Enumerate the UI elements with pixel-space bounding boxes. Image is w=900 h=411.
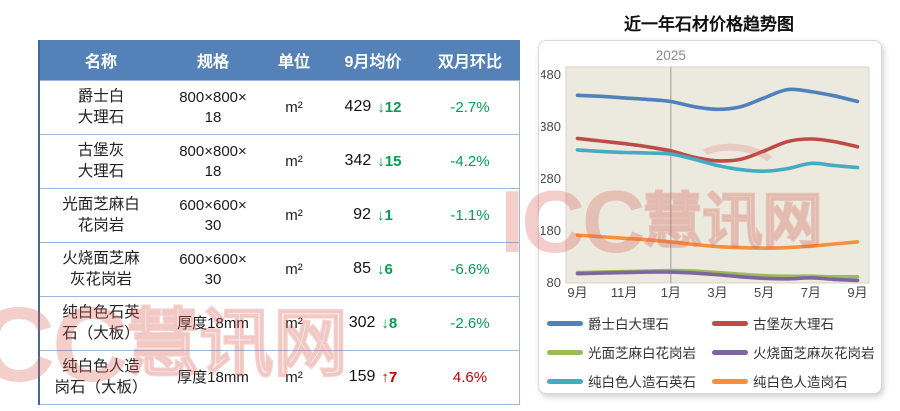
legend-line-marker-icon	[712, 349, 748, 355]
arrow-up-delta: ↑7	[381, 368, 398, 386]
price-value: 92	[353, 206, 371, 224]
arrow-down-delta: ↓6	[376, 260, 393, 278]
unit-cell: m²	[285, 314, 303, 332]
name-cell: 爵士白 大理石	[77, 88, 125, 126]
change-cell: -4.2%	[450, 152, 490, 170]
legend-label: 火烧面芝麻灰花岗岩	[753, 346, 875, 361]
arrow-down-delta: ↓8	[381, 314, 398, 332]
x-axis-tick: 5月	[754, 285, 774, 300]
table-row: 纯白色石英 石（大板） 厚度18mm m² 302 ↓8 -2.6%	[40, 296, 519, 350]
x-axis-tick: 3月	[707, 285, 727, 300]
name-cell: 纯白色石英 石（大板）	[62, 304, 140, 342]
table-row: 光面芝麻白 花岗岩 600×600× 30 m² 92 ↓1 -1.1%	[40, 188, 519, 242]
table-row: 纯白色人造 岗石（大板） 厚度18mm m² 159 ↑7 4.6%	[40, 350, 519, 404]
price-value: 159	[348, 368, 376, 386]
x-axis-tick: 9月	[567, 285, 587, 300]
header-price: 9月均价	[344, 54, 402, 71]
spec-cell: 厚度18mm	[177, 368, 249, 386]
name-cell: 火烧面芝麻 灰花岗岩	[62, 250, 140, 288]
price-cell: 85 ↓6	[324, 243, 422, 296]
change-cell: -6.6%	[450, 260, 490, 278]
series-line-纯白色人造石英石	[575, 148, 860, 174]
x-axis-tick: 11月	[611, 285, 638, 300]
table-header-row: 名称 规格 单位 9月均价 双月环比	[40, 40, 520, 80]
spec-cell: 800×800× 18	[179, 143, 247, 180]
legend-item[interactable]: 纯白色人造岗石	[712, 371, 877, 391]
legend-item[interactable]: 纯白色人造石英石	[547, 371, 712, 391]
legend-line-marker-icon	[547, 349, 583, 355]
unit-cell: m²	[285, 260, 303, 278]
price-cell: 429 ↓12	[324, 81, 422, 134]
legend-label: 纯白色人造岗石	[753, 375, 848, 390]
chart-panel: 2025 480 380 280 180 80 9月 11月 1月 3月 5月 7月 9月 爵士白大理石…	[538, 40, 882, 394]
price-cell: 92 ↓1	[324, 189, 422, 242]
name-cell: 古堡灰 大理石	[77, 142, 125, 180]
price-cell: 302 ↓8	[324, 297, 422, 350]
price-table: 名称 规格 单位 9月均价 双月环比 爵士白 大理石 800×800× 18 m² 4…	[38, 40, 520, 405]
change-cell: 4.6%	[452, 368, 488, 386]
spec-cell: 800×800× 18	[179, 89, 247, 126]
legend-label: 爵士白大理石	[588, 317, 669, 332]
series-line-爵士白大理石	[575, 87, 860, 112]
name-cell: 纯白色人造 岗石（大板）	[54, 358, 148, 396]
spec-cell: 600×600× 30	[179, 251, 247, 288]
legend-item[interactable]: 爵士白大理石	[547, 313, 712, 333]
series-line-纯白色人造岗石	[575, 233, 860, 250]
series-line-火烧面芝麻灰花岗岩	[575, 270, 860, 283]
x-axis-tick: 9月	[847, 285, 867, 300]
unit-cell: m²	[285, 206, 303, 224]
change-cell: -1.1%	[450, 206, 490, 224]
arrow-down-delta: ↓12	[377, 98, 402, 116]
legend-label: 光面芝麻白花岗岩	[588, 346, 696, 361]
price-value: 302	[348, 314, 376, 332]
plot-area	[565, 66, 870, 284]
series-line-古堡灰大理石	[575, 136, 860, 163]
header-change: 双月环比	[437, 54, 502, 71]
legend-line-marker-icon	[547, 378, 583, 384]
legend-line-marker-icon	[712, 320, 748, 326]
table-row: 火烧面芝麻 灰花岗岩 600×600× 30 m² 85 ↓6 -6.6%	[40, 242, 519, 296]
y-axis-tick: 280	[541, 171, 561, 186]
legend-label: 古堡灰大理石	[753, 317, 834, 332]
legend-label: 纯白色人造石英石	[588, 375, 696, 390]
y-axis-tick: 480	[541, 67, 561, 82]
header-unit: 单位	[277, 54, 310, 71]
table-row: 爵士白 大理石 800×800× 18 m² 429 ↓12 -2.7%	[40, 80, 519, 134]
legend-item[interactable]: 火烧面芝麻灰花岗岩	[712, 342, 877, 362]
table-body: 爵士白 大理石 800×800× 18 m² 429 ↓12 -2.7% 古堡灰 大理石 80…	[40, 80, 520, 405]
name-cell: 光面芝麻白 花岗岩	[62, 196, 140, 234]
table-row: 古堡灰 大理石 800×800× 18 m² 342 ↓15 -4.2%	[40, 134, 519, 188]
spec-cell: 厚度18mm	[177, 314, 249, 332]
y-axis-tick: 180	[541, 223, 561, 238]
change-cell: -2.6%	[450, 314, 490, 332]
spec-cell: 600×600× 30	[179, 197, 247, 234]
price-value: 429	[344, 98, 372, 116]
price-cell: 342 ↓15	[324, 135, 422, 188]
legend-item[interactable]: 古堡灰大理石	[712, 313, 877, 333]
legend-line-marker-icon	[547, 320, 583, 326]
y-axis-tick: 80	[547, 275, 561, 290]
arrow-down-delta: ↓15	[377, 152, 402, 170]
legend-item[interactable]: 光面芝麻白花岗岩	[547, 342, 712, 362]
x-axis-tick: 7月	[801, 285, 821, 300]
header-name: 名称	[84, 54, 117, 71]
x-axis-tick: 1月	[661, 285, 681, 300]
chart-legend: 爵士白大理石 古堡灰大理石光面芝麻白花岗岩 火烧面芝麻灰花岗岩纯白色人造石英石 纯白色…	[547, 313, 877, 391]
change-cell: -2.7%	[450, 98, 490, 116]
price-value: 85	[353, 260, 371, 278]
header-spec: 规格	[196, 54, 229, 71]
y-axis-tick: 380	[541, 119, 561, 134]
unit-cell: m²	[285, 152, 303, 170]
price-value: 342	[344, 152, 372, 170]
legend-line-marker-icon	[712, 378, 748, 384]
unit-cell: m²	[285, 98, 303, 116]
arrow-down-delta: ↓1	[376, 206, 393, 224]
unit-cell: m²	[285, 368, 303, 386]
price-cell: 159 ↑7	[324, 351, 422, 404]
chart-title: 近一年石材价格趋势图	[624, 15, 794, 34]
trend-line-chart: 2025 480 380 280 180 80 9月 11月 1月 3月 5月 7月 9月	[541, 48, 870, 300]
year-label: 2025	[656, 48, 686, 63]
